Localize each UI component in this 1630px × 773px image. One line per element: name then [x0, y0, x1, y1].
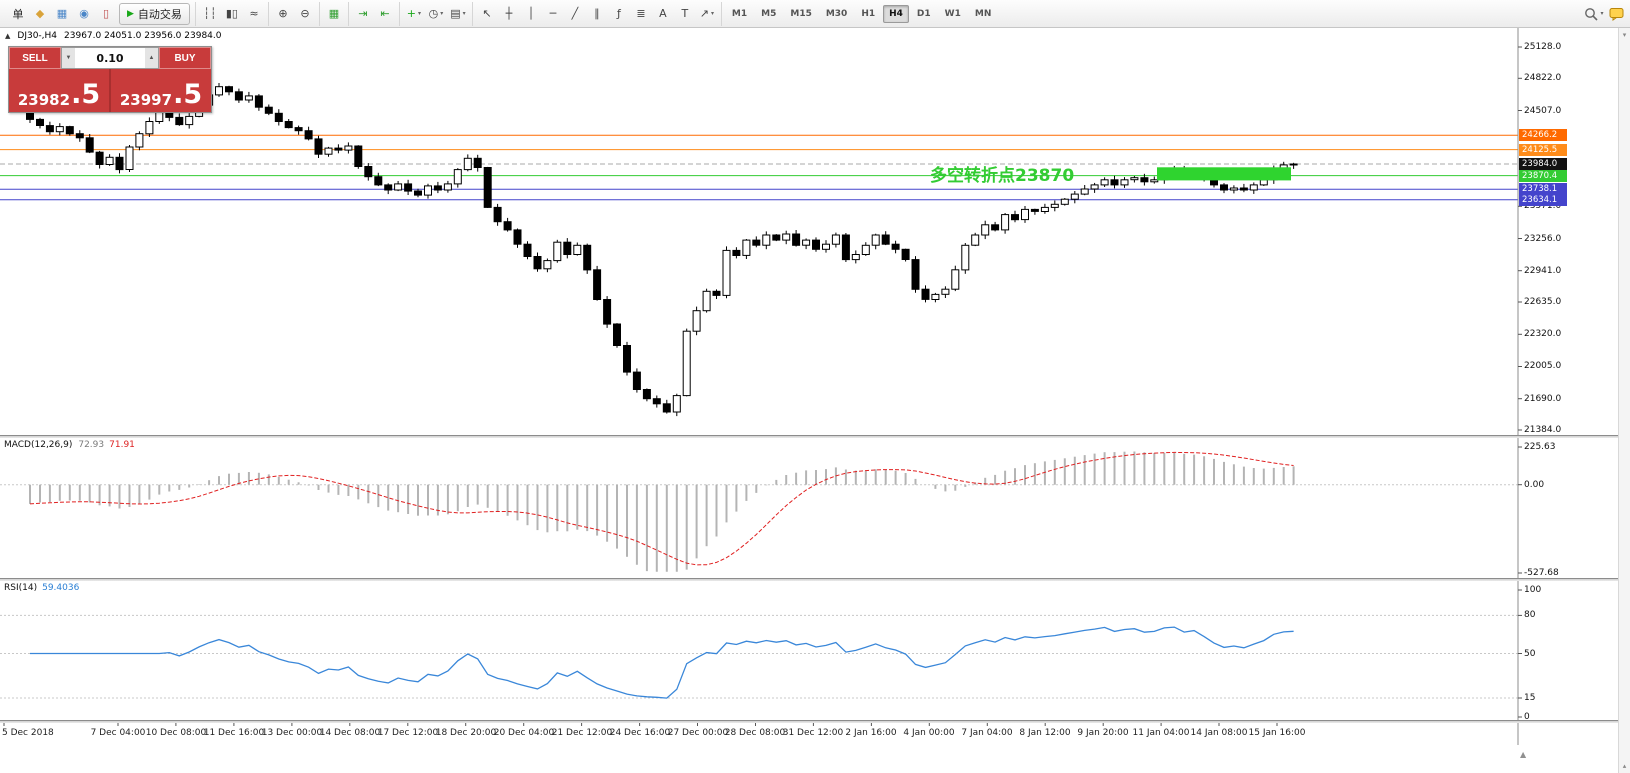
chevron-down-icon: ▾	[418, 10, 422, 17]
label-tool[interactable]: T	[681, 7, 689, 20]
horizontal-line-tool[interactable]: ─	[549, 7, 557, 20]
zoom-out-button[interactable]: ⊖	[300, 7, 310, 20]
timeframe-button-d1[interactable]: D1	[916, 8, 931, 19]
vertical-line-tool[interactable]: │	[527, 7, 535, 20]
shapes-tool[interactable]: ≣	[636, 7, 646, 20]
macd-name: MACD(12,26,9)	[4, 440, 73, 450]
scroll-up-icon[interactable]: ▾	[1622, 31, 1627, 39]
indicators-button[interactable]: + ▾	[406, 7, 422, 20]
volume-increase-button[interactable]: ▲	[145, 48, 158, 68]
volume-decrease-button[interactable]: ▼	[62, 48, 75, 68]
community-icon[interactable]: ◉	[79, 7, 89, 20]
timeframe-button-mn[interactable]: MN	[974, 8, 992, 19]
charts-icon[interactable]: ▦	[56, 7, 68, 20]
rsi-name: RSI(14)	[4, 583, 38, 593]
sell-price-value: 23982	[17, 91, 71, 109]
chevron-down-icon: ▾	[1600, 10, 1604, 17]
sell-price-button[interactable]: 23982.5	[9, 69, 109, 112]
buy-price-fraction: .5	[173, 79, 203, 110]
panel-splitter[interactable]	[0, 435, 1630, 438]
chevron-down-icon: ▾	[462, 10, 466, 17]
line-chart-button[interactable]: ≈	[249, 7, 259, 20]
templates-button[interactable]: ▤ ▾	[450, 7, 466, 20]
scroll-to-end-icon[interactable]: ▲	[1520, 750, 1527, 759]
buy-price-value: 23997	[119, 91, 173, 109]
tile-windows-button[interactable]: ▦	[328, 7, 340, 20]
autotrading-button[interactable]: ▶ 自动交易	[119, 2, 190, 25]
auto-scroll-button[interactable]: ⇥	[358, 7, 368, 20]
rsi-value: 59.4036	[42, 583, 80, 593]
timeframe-button-h1[interactable]: H1	[861, 8, 876, 19]
new-order-button[interactable]: 单	[12, 7, 24, 21]
chart-ohlc-values: 23967.0 24051.0 23956.0 23984.0	[64, 31, 222, 41]
arrows-tool[interactable]: ↗ ▾	[699, 7, 715, 20]
buy-button[interactable]: BUY	[159, 47, 211, 69]
trade-panel-price-row: 23982.5 23997.5	[9, 69, 211, 112]
text-tool[interactable]: A	[659, 7, 667, 20]
trendline-tool[interactable]: ╱	[571, 7, 579, 20]
chat-icon[interactable]	[1606, 4, 1626, 24]
macd-indicator-label: MACD(12,26,9) 72.93 71.91	[4, 440, 135, 450]
fibonacci-tool[interactable]: ƒ	[616, 7, 621, 20]
chart-shift-button[interactable]: ⇤	[380, 7, 390, 20]
terminal-icon[interactable]: ◆	[35, 7, 45, 20]
timeframe-button-h4[interactable]: H4	[883, 4, 909, 23]
macd-main-value: 72.93	[78, 440, 105, 450]
market-icon[interactable]: ▯	[102, 7, 110, 20]
one-click-trading-panel: SELL ▼ 0.10 ▲ BUY 23982.5 23997.5	[8, 46, 212, 113]
toolbar: 单 ◆ ▦ ◉ ▯ ▶ 自动交易 ┆┆ ▮▯ ≈ ⊕ ⊖ ▦ ⇥ ⇤ + ▾ ◷ ▾ ▤ ▾ ↖ ┼ │ ─ ╱ ∥ ƒ ≣ A T ↗ ▾ M1…	[0, 0, 1630, 28]
timeframe-button-m5[interactable]: M5	[761, 8, 777, 19]
bar-chart-button[interactable]: ┆┆	[203, 7, 217, 20]
zoom-in-button[interactable]: ⊕	[278, 7, 288, 20]
scroll-down-icon[interactable]: ▴	[1622, 762, 1627, 770]
volume-input[interactable]: 0.10	[96, 51, 124, 65]
channel-tool[interactable]: ∥	[594, 7, 600, 20]
chart-header: ▲ DJ30-,H4 23967.0 24051.0 23956.0 23984…	[5, 31, 221, 41]
panel-splitter[interactable]	[0, 720, 1630, 723]
chevron-down-icon: ▾	[711, 10, 715, 17]
timeframe-button-m30[interactable]: M30	[825, 8, 848, 19]
search-icon[interactable]: ▾	[1584, 4, 1604, 24]
chart-annotation-text[interactable]: 多空转折点23870	[930, 166, 1075, 186]
chart-symbol-title: DJ30-,H4	[17, 31, 58, 41]
play-icon: ▶	[127, 8, 134, 19]
right-scroll-strip[interactable]: ▾ ▴	[1618, 28, 1630, 773]
sell-price-fraction: .5	[71, 79, 101, 110]
volume-spinner: ▼ 0.10 ▲	[61, 47, 159, 69]
buy-price-button[interactable]: 23997.5	[111, 69, 211, 112]
crosshair-tool[interactable]: ┼	[505, 7, 513, 20]
timeframe-button-m15[interactable]: M15	[790, 8, 812, 19]
panel-splitter[interactable]	[0, 578, 1630, 581]
one-click-panel-toggle-icon[interactable]: ▲	[5, 32, 11, 40]
trade-panel-top-row: SELL ▼ 0.10 ▲ BUY	[9, 47, 211, 69]
autotrading-label: 自动交易	[137, 7, 182, 21]
candlestick-chart-button[interactable]: ▮▯	[225, 7, 238, 20]
periods-button[interactable]: ◷ ▾	[428, 7, 444, 20]
timeframe-button-m1[interactable]: M1	[731, 8, 748, 19]
timeframe-button-w1[interactable]: W1	[944, 8, 961, 19]
cursor-tool[interactable]: ↖	[482, 7, 492, 20]
chevron-down-icon: ▾	[440, 10, 444, 17]
macd-signal-value: 71.91	[109, 440, 135, 450]
rsi-indicator-label: RSI(14) 59.4036	[4, 583, 79, 593]
sell-button[interactable]: SELL	[9, 47, 61, 69]
